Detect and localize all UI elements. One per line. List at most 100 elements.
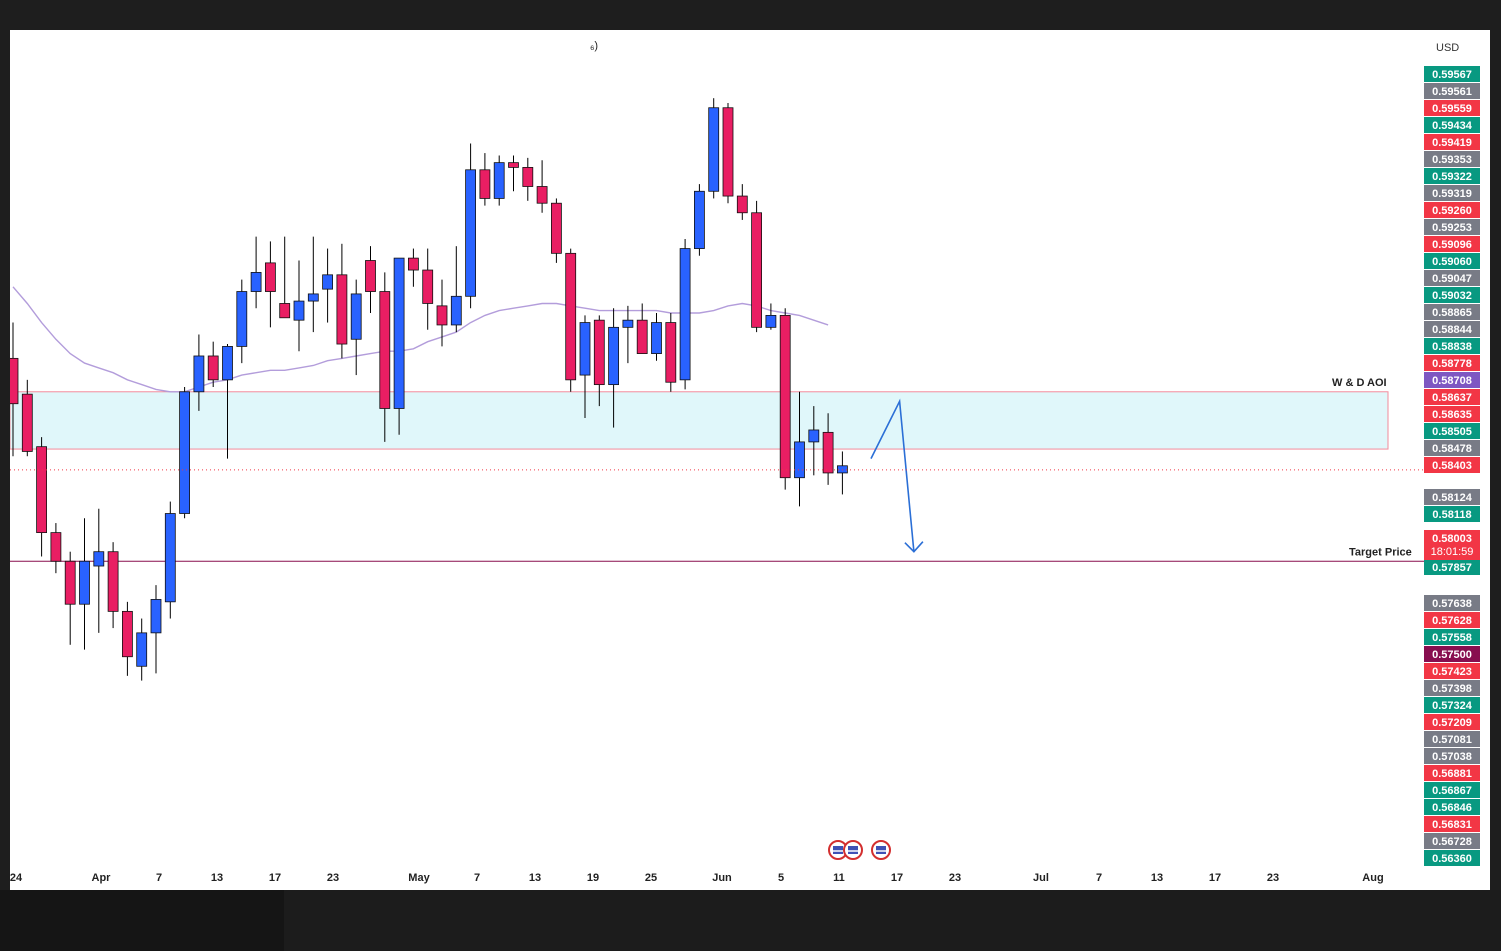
price-badge[interactable]: 0.59319 <box>1424 185 1480 201</box>
price-badge[interactable]: 0.58637 <box>1424 389 1480 405</box>
price-badge[interactable]: 0.58838 <box>1424 338 1480 354</box>
price-badge[interactable]: 0.58844 <box>1424 321 1480 337</box>
candle[interactable] <box>264 241 276 328</box>
candle[interactable] <box>779 308 791 490</box>
price-badge[interactable]: 0.56831 <box>1424 816 1480 832</box>
candle[interactable] <box>222 344 233 459</box>
price-badge[interactable]: 0.57038 <box>1424 748 1480 764</box>
price-badge[interactable]: 0.57398 <box>1424 680 1480 696</box>
candle[interactable] <box>250 236 262 309</box>
price-chart[interactable]: W & D AOI Target Price 24 Apr 7 13 17 23 May 7 1… <box>7 30 1490 890</box>
price-badge[interactable]: 0.57423 <box>1424 663 1480 679</box>
price-badge[interactable]: 0.58865 <box>1424 304 1480 320</box>
price-badge[interactable]: 0.59561 <box>1424 83 1480 99</box>
candle[interactable] <box>93 508 105 633</box>
price-badge[interactable]: 0.58118 <box>1424 506 1480 522</box>
candle[interactable] <box>551 198 562 263</box>
candle[interactable] <box>679 239 691 390</box>
price-badge[interactable]: 0.58708 <box>1424 372 1480 388</box>
price-badge[interactable]: 0.57324 <box>1424 697 1480 713</box>
price-badge[interactable]: 0.59032 <box>1424 287 1480 303</box>
price-badge[interactable]: 0.56867 <box>1424 782 1480 798</box>
price-badge[interactable]: 0.58478 <box>1424 440 1480 456</box>
candle[interactable] <box>322 248 334 323</box>
price-badge[interactable]: 0.59434 <box>1424 117 1480 133</box>
candle[interactable] <box>508 155 519 192</box>
price-badge[interactable]: 0.57638 <box>1424 595 1480 611</box>
price-badge[interactable]: 0.57558 <box>1424 629 1480 645</box>
candle[interactable] <box>236 279 248 364</box>
candle[interactable] <box>107 542 119 629</box>
candle[interactable] <box>622 305 634 364</box>
price-badge[interactable]: 0.58635 <box>1424 406 1480 422</box>
price-badge[interactable]: 0.59096 <box>1424 236 1480 252</box>
candle[interactable] <box>608 308 619 428</box>
candle[interactable] <box>636 303 648 354</box>
candle[interactable] <box>837 451 848 495</box>
price-badge[interactable]: 0.59419 <box>1424 134 1480 150</box>
price-badge[interactable]: 0.59559 <box>1424 100 1480 116</box>
price-badge[interactable]: 0.59567 <box>1424 66 1480 82</box>
candle[interactable] <box>450 246 462 333</box>
price-badge[interactable]: 0.59253 <box>1424 219 1480 235</box>
price-badge[interactable]: 0.59322 <box>1424 168 1480 184</box>
candle[interactable] <box>465 143 477 309</box>
price-badge[interactable]: 0.56846 <box>1424 799 1480 815</box>
candle[interactable] <box>651 313 662 361</box>
candle[interactable] <box>822 413 834 485</box>
candle[interactable] <box>579 315 591 419</box>
candle[interactable] <box>307 236 319 333</box>
price-badge[interactable]: 0.57628 <box>1424 612 1480 628</box>
candle[interactable] <box>522 157 534 201</box>
price-badge[interactable]: 0.59260 <box>1424 202 1480 218</box>
candle[interactable] <box>536 160 548 213</box>
aoi-zone[interactable] <box>9 391 1389 450</box>
candle[interactable] <box>565 248 577 392</box>
price-badge[interactable]: 0.58778 <box>1424 355 1480 371</box>
candle[interactable] <box>150 585 162 674</box>
candle[interactable] <box>193 334 205 411</box>
flag-badge-icon[interactable] <box>871 840 891 860</box>
candle[interactable] <box>350 279 362 376</box>
candle[interactable] <box>736 184 748 220</box>
price-badge[interactable]: 0.57500 <box>1424 646 1480 662</box>
candle[interactable] <box>722 102 734 204</box>
candle[interactable] <box>422 248 434 330</box>
price-badge[interactable]: 0.56360 <box>1424 850 1480 866</box>
candle[interactable] <box>336 243 348 359</box>
candle[interactable] <box>751 200 762 333</box>
candle[interactable] <box>708 98 720 199</box>
candle[interactable] <box>393 257 405 435</box>
candle[interactable] <box>64 551 76 645</box>
candle[interactable] <box>136 618 148 681</box>
currency-label[interactable]: USD <box>1436 42 1459 54</box>
price-badge[interactable]: 0.59047 <box>1424 270 1480 286</box>
price-badge[interactable]: 0.56728 <box>1424 833 1480 849</box>
price-badge[interactable]: 0.57209 <box>1424 714 1480 730</box>
price-badge[interactable]: 0.57081 <box>1424 731 1480 747</box>
flag-badge-icon[interactable] <box>843 840 863 860</box>
candle[interactable] <box>207 341 219 388</box>
candle[interactable] <box>493 155 505 206</box>
candle[interactable] <box>293 260 305 352</box>
candle[interactable] <box>179 387 191 519</box>
candle[interactable] <box>694 184 705 256</box>
candle[interactable] <box>794 391 805 507</box>
candle[interactable] <box>365 246 376 314</box>
candle[interactable] <box>79 518 90 650</box>
candle[interactable] <box>665 313 677 392</box>
price-badge[interactable]: 0.58124 <box>1424 489 1480 505</box>
price-badge[interactable]: 0.59353 <box>1424 151 1480 167</box>
price-badge[interactable]: 0.56881 <box>1424 765 1480 781</box>
price-badge[interactable]: 0.58403 <box>1424 457 1480 473</box>
candle[interactable] <box>436 279 448 347</box>
candle[interactable] <box>279 236 291 319</box>
candle[interactable] <box>379 272 391 442</box>
candle[interactable] <box>479 153 491 206</box>
price-badge[interactable]: 0.58505 <box>1424 423 1480 439</box>
price-badge[interactable]: 0.57857 <box>1424 559 1480 575</box>
candle[interactable] <box>765 303 777 330</box>
candle[interactable] <box>122 601 133 676</box>
candle[interactable] <box>21 379 33 457</box>
